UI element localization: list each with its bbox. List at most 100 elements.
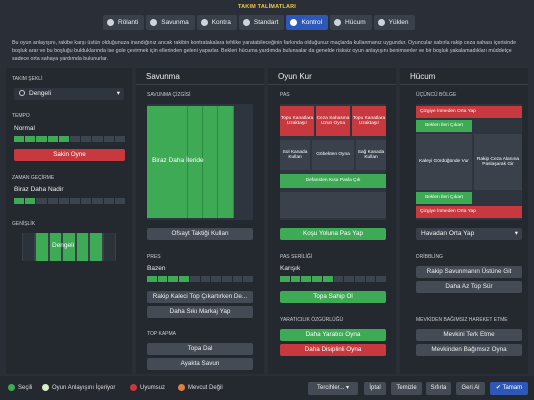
az-top-sur-button[interactable]: Daha Az Top Sür (416, 281, 522, 293)
hucum-cell[interactable]: Beklen İleri Çıkart (416, 192, 472, 204)
tab-label: Yüklen (388, 19, 409, 26)
shield-icon (150, 19, 158, 26)
legend-label: Uyumsuz (140, 384, 166, 391)
tercihler-button[interactable]: Tercihler... ▾ (308, 382, 358, 395)
kosu-yoluna-pas-button[interactable]: Koşu Yoluna Pas Yap (280, 228, 386, 240)
pas-cell[interactable]: Sol Kanada Kullan (280, 140, 310, 170)
slider-segment (25, 136, 36, 142)
pas-cell[interactable]: Topu Kanatlara Uzaktaşır (352, 106, 386, 136)
temizle-button[interactable]: Temizle (391, 382, 422, 395)
slider-segment (36, 136, 47, 142)
footer: Seçili Oyun Anlayışını İçeriyor Uyumsuz … (0, 376, 534, 400)
tab-label: Kontrol (301, 19, 323, 26)
final-third-pitch: Çizgiye İnmeden Orta Yap Beklen İleri Çı… (416, 104, 522, 220)
width-segment[interactable] (90, 233, 102, 261)
mevki-bagimsiz-button[interactable]: Mevkinden Bağımsız Oyna (416, 344, 522, 356)
slider-segment (92, 198, 103, 204)
tab-rolanti[interactable]: Rölanti (103, 15, 145, 30)
tab-standart[interactable]: Standart (238, 15, 285, 30)
geri-al-button[interactable]: Geri Al (456, 382, 485, 395)
slider-segment (70, 136, 81, 142)
takim-sekli-value: Dengeli (29, 90, 52, 97)
pas-cell[interactable]: Topu Kanatlara Uzaktaşır (280, 106, 314, 136)
topa-sahip-button[interactable]: Topa Sahip Ol (280, 291, 386, 303)
daha-disiplinli-button[interactable]: Daha Disiplinli Oyna (280, 344, 386, 356)
rakip-kaleci-button[interactable]: Rakip Kaleci Top Çıkartırken De... (147, 291, 253, 303)
pas-cell[interactable]: Defansten Kısa Pasla Çık (280, 174, 386, 188)
ayakta-savun-button[interactable]: Ayakta Savun (147, 358, 253, 370)
slider-segment (232, 276, 243, 282)
sakin-oyne-button[interactable]: Sakin Oyne (14, 149, 125, 161)
hucum-cell[interactable]: Beklen İleri Çıkart (416, 120, 472, 132)
slider-segment (157, 276, 168, 282)
mevki-terk-button[interactable]: Mevkini Terk Etme (416, 329, 522, 341)
tab-kontra[interactable]: Kontra (196, 15, 237, 30)
genislik-selector[interactable] (22, 233, 116, 261)
tab-hucum[interactable]: Hücum (330, 15, 372, 30)
width-segment[interactable] (63, 233, 75, 261)
pas-cell[interactable]: Göbekten Oyna (312, 140, 354, 170)
width-segment[interactable] (76, 233, 89, 261)
mentality-description: Bu oyun anlayışını, rakibe karşı üstün o… (12, 40, 517, 62)
unavailable-dot-icon (178, 384, 185, 391)
pas-cell[interactable]: Sağ Kanada Kullan (356, 140, 386, 170)
iptal-button[interactable]: İptal (364, 382, 386, 395)
slider-segment (243, 276, 254, 282)
line-marker (233, 106, 234, 218)
slider-segment (333, 276, 344, 282)
sifirla-button[interactable]: Sıfırla (426, 382, 451, 395)
zaman-slider[interactable] (14, 198, 126, 204)
slider-segment (92, 136, 103, 142)
hucum-cell[interactable]: Çizgiye İnmeden Orta Yap (416, 106, 522, 118)
slider-segment (179, 276, 189, 282)
slider-segment (81, 198, 92, 204)
tab-kontrol[interactable]: Kontrol (286, 15, 329, 30)
slider-segment (58, 136, 70, 142)
line-marker (202, 106, 203, 218)
topa-dal-button[interactable]: Topa Dal (147, 343, 253, 355)
tab-yuklen[interactable]: Yüklen (373, 15, 415, 30)
takim-sekli-dropdown[interactable]: Dengeli ▾ (14, 88, 124, 100)
tamam-button[interactable]: ✔ Tamam (490, 382, 528, 395)
width-segment[interactable] (49, 233, 62, 261)
slider-segment (103, 198, 114, 204)
orta-dropdown[interactable]: Havadan Orta Yap ▾ (416, 228, 522, 240)
line-marker (187, 106, 188, 218)
hucum-cell[interactable]: Kaleyi Gördüğünde Vur (416, 134, 472, 190)
divider (268, 84, 396, 85)
savunma-cizgisi-label: SAVUNMA ÇİZGİSİ (147, 92, 191, 98)
pres-slider[interactable] (147, 276, 254, 282)
mevkiden-label: MEVKİDEN BAĞIMSIZ HAREKET ETME (416, 317, 508, 323)
tempo-slider[interactable] (14, 136, 126, 142)
siki-markaj-button[interactable]: Daha Sıkı Markaj Yap (147, 306, 253, 318)
tab-label: Rölanti (118, 19, 139, 26)
daha-yaratici-button[interactable]: Daha Yaratıcı Oyna (280, 329, 386, 341)
slider-segment (47, 198, 58, 204)
defensive-line-pitch[interactable]: Biraz Daha İleride (147, 104, 253, 220)
hucum-cell[interactable]: Rakip Ceza Alanına Paslaşarak Gir (474, 134, 522, 190)
slider-segment (36, 198, 47, 204)
width-segment[interactable] (103, 233, 115, 261)
ofsayt-button[interactable]: Ofsayt Taktiği Kullan (147, 228, 253, 240)
rakip-savunma-button[interactable]: Rakip Savunmanın Üstüne Git (416, 266, 522, 278)
slider-segment (376, 276, 387, 282)
slider-segment (47, 136, 58, 142)
pas-label: PAS (280, 92, 290, 98)
pas-seri-value: Karışık (280, 265, 301, 272)
width-segment[interactable] (36, 233, 48, 261)
yaraticilik-label: YARATICILIK ÖZGÜRLÜĞÜ (280, 317, 344, 323)
tab-savunma[interactable]: Savunma (146, 15, 195, 30)
defensive-line-area (147, 106, 233, 218)
legend-item: Mevcut Değil (178, 384, 223, 391)
pas-seri-slider[interactable] (280, 276, 387, 282)
tercihler-label: Tercihler... (316, 385, 345, 391)
width-segment[interactable] (23, 233, 35, 261)
tab-label: Kontra (211, 19, 231, 26)
legend-item: Oyun Anlayışını İçeriyor (42, 384, 115, 391)
slider-segment (58, 198, 70, 204)
incompatible-dot-icon (130, 384, 137, 391)
chevron-down-icon: ▾ (514, 230, 518, 237)
pas-cell[interactable]: Ceza Sahasına Uzun Oyna (316, 106, 350, 136)
check-icon: ✔ (495, 385, 501, 391)
hucum-cell[interactable]: Çizgiye İnmeden Orta Yap (416, 206, 522, 218)
